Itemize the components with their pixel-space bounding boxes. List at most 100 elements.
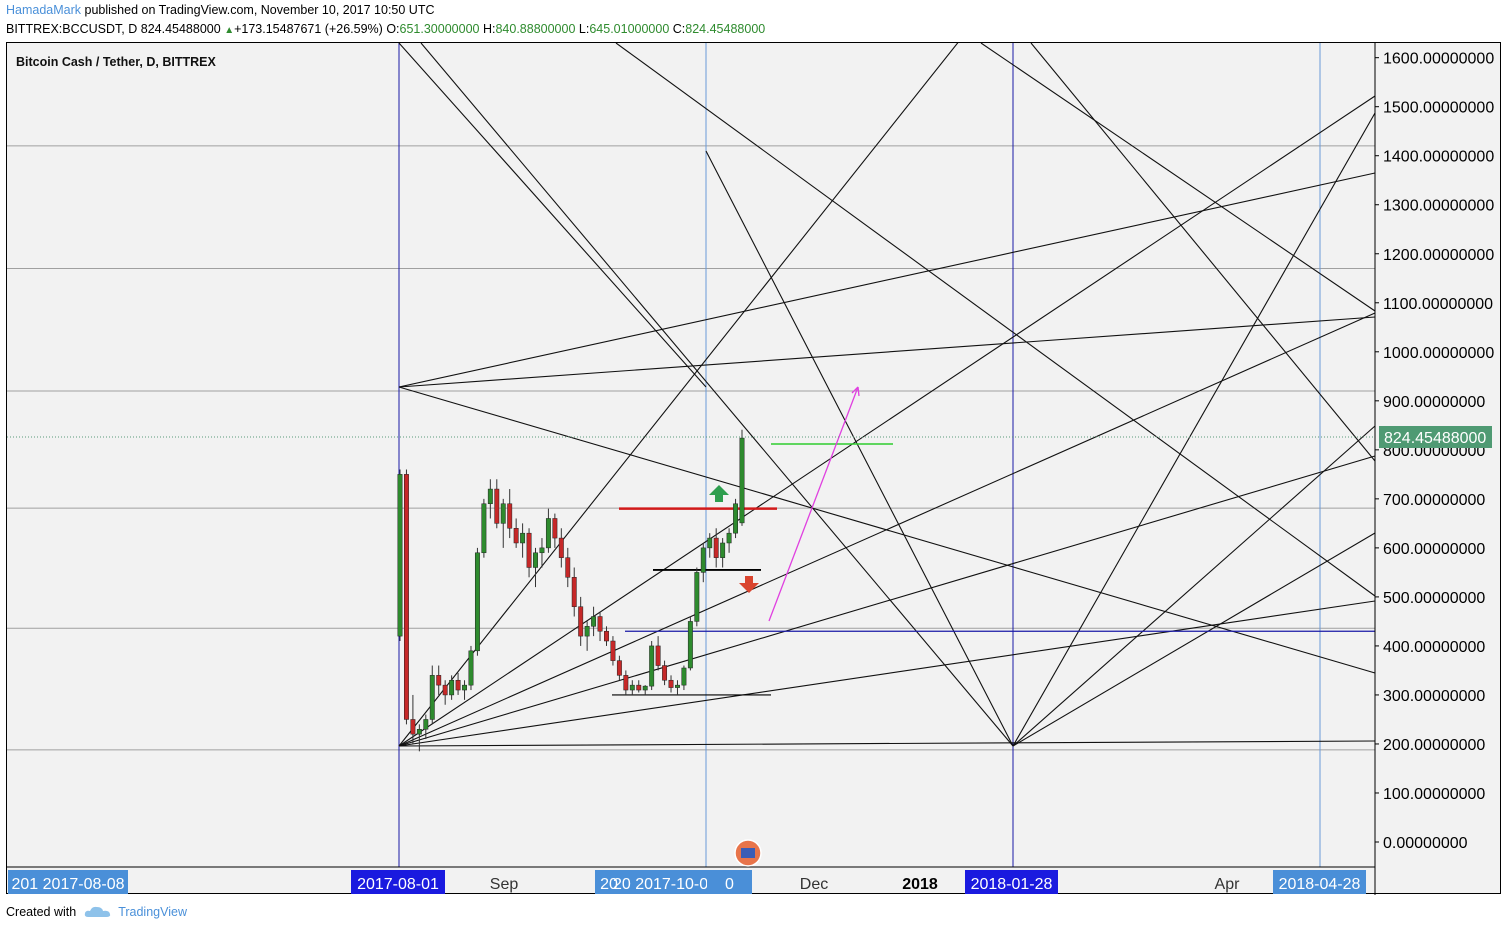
- low-value: 645.01000000: [589, 22, 670, 36]
- candle-body: [507, 503, 513, 529]
- price-tick-label: 100.00000000: [1383, 786, 1485, 803]
- last-price: 824.45488000: [140, 22, 221, 36]
- time-axis-label: 201 2017-08-08: [12, 876, 125, 893]
- event-flag-icon-inner: [741, 848, 755, 858]
- candle-body: [571, 577, 577, 607]
- price-tick-label: 900.00000000: [1383, 394, 1485, 411]
- chart-title: Bitcoin Cash / Tether, D, BITTREX: [16, 55, 216, 69]
- time-axis-label: Dec: [800, 876, 828, 893]
- candle-body: [481, 503, 487, 554]
- current-price-badge: [1379, 426, 1492, 448]
- gann-fan-line: [398, 43, 959, 747]
- time-label-box: [623, 870, 707, 894]
- time-label-box: [8, 870, 128, 894]
- price-tick-label: 0.00000000: [1383, 835, 1468, 852]
- price-tick-label: 400.00000000: [1383, 639, 1485, 656]
- close-value: 824.45488000: [685, 22, 766, 36]
- up-triangle-icon: ▲: [224, 25, 235, 36]
- low-label: L:: [578, 22, 590, 36]
- candle-body: [474, 552, 480, 652]
- publish-info: HamadaMark published on TradingView.com,…: [6, 3, 435, 17]
- candle-body: [526, 532, 532, 568]
- green-up-arrow-icon: [709, 485, 729, 502]
- chart-canvas[interactable]: 1600.00000000 1500.00000000 1400.00000000 1…: [7, 43, 1502, 895]
- candle-body: [739, 437, 745, 524]
- time-axis-label: Sep: [490, 876, 519, 893]
- time-axis-label: 2018-01-28: [971, 876, 1053, 893]
- candle-body: [655, 645, 661, 666]
- projection-arrow-head: [851, 386, 860, 397]
- price-tick-label: 1200.00000000: [1383, 247, 1494, 264]
- time-axis-label: Apr: [1215, 876, 1241, 893]
- time-axis-label: 2017-08-01: [357, 876, 439, 893]
- time-label-box: [595, 870, 623, 894]
- price-tick-label: 600.00000000: [1383, 541, 1485, 558]
- price-tick-label: 500.00000000: [1383, 590, 1485, 607]
- candle-body: [604, 630, 609, 642]
- price-tick-label: 200.00000000: [1383, 737, 1485, 754]
- high-label: H:: [482, 22, 496, 36]
- candle-body: [565, 557, 571, 578]
- gann-fan-line: [420, 43, 1014, 747]
- price-tick-label: 300.00000000: [1383, 688, 1485, 705]
- candle-body: [681, 667, 687, 686]
- candle-body: [700, 547, 706, 573]
- time-label-box: [351, 870, 445, 894]
- open-value: 651.30000000: [399, 22, 480, 36]
- gann-fan-line: [398, 740, 1376, 747]
- candle-body: [558, 537, 564, 558]
- author-link[interactable]: HamadaMark: [6, 3, 82, 17]
- tradingview-link[interactable]: TradingView: [118, 905, 187, 919]
- gann-fan-line: [398, 312, 1376, 747]
- time-axis-label: 0: [725, 876, 734, 893]
- candle-body: [668, 679, 674, 688]
- candle-body: [397, 474, 403, 637]
- time-axis-label: 2018: [902, 876, 938, 893]
- candle-body: [487, 488, 493, 505]
- publish-text: published on TradingView.com, November 1…: [84, 3, 435, 17]
- candle-body: [494, 488, 500, 524]
- gann-fan-line: [1030, 43, 1376, 462]
- candle-body: [623, 675, 629, 691]
- chart-frame[interactable]: 1600.00000000 1500.00000000 1400.00000000 1…: [6, 42, 1502, 895]
- candle-body: [578, 606, 584, 637]
- candle-body: [520, 532, 526, 544]
- candle-body: [416, 729, 422, 735]
- tradingview-cloud-icon: [84, 906, 111, 917]
- symbol-label: BITTREX:BCCUSDT, D: [6, 22, 138, 36]
- candle-body: [636, 684, 642, 691]
- gann-fan-line: [980, 43, 1376, 312]
- candle-body: [468, 650, 474, 686]
- candle-body: [429, 675, 435, 720]
- price-tick-label: 1300.00000000: [1383, 198, 1494, 215]
- candle-body: [462, 684, 467, 691]
- created-with-label: Created with: [6, 905, 77, 919]
- price-tick-label: 1000.00000000: [1383, 345, 1494, 362]
- candle-body: [500, 503, 506, 524]
- red-down-arrow-icon: [739, 576, 759, 593]
- gann-fan-line: [398, 600, 1376, 747]
- candle-body: [455, 679, 461, 691]
- time-label-box: [1273, 870, 1366, 894]
- time-axis-label: 2018-04-28: [1279, 876, 1361, 893]
- candle-body: [442, 684, 448, 696]
- price-change: +173.15487671 (+26.59%): [234, 22, 383, 36]
- time-axis-label: 20 2017-10-01: [613, 876, 717, 893]
- candle-body: [449, 679, 455, 696]
- candle-body: [552, 518, 558, 539]
- price-tick-label: 1400.00000000: [1383, 149, 1494, 166]
- price-tick-label: 1100.00000000: [1383, 296, 1493, 313]
- candle-body: [597, 616, 603, 632]
- candle-body: [649, 645, 655, 687]
- candle-body: [733, 503, 738, 534]
- candle-body: [584, 626, 590, 637]
- candle-body: [423, 719, 429, 730]
- candle-body: [533, 552, 538, 568]
- gann-fan-line: [1012, 532, 1376, 747]
- gann-fan-line: [398, 43, 707, 388]
- gann-fan-line: [705, 150, 1014, 747]
- candle-body: [694, 572, 700, 622]
- price-tick-label: 700.00000000: [1383, 492, 1485, 509]
- candle-body: [713, 537, 719, 558]
- time-label-box: [965, 870, 1058, 894]
